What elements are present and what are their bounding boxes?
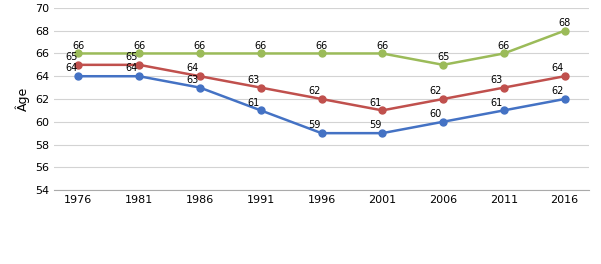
Secteur privé [257,86,264,89]
Secteur privé [318,97,325,101]
Travailleurs autonomes [257,52,264,55]
Line: Travailleurs autonomes: Travailleurs autonomes [75,27,568,68]
Text: 63: 63 [490,75,502,85]
Text: 63: 63 [248,75,260,85]
Text: 65: 65 [126,52,138,62]
Travailleurs autonomes [318,52,325,55]
Text: 60: 60 [430,109,442,119]
Line: Secteur public: Secteur public [75,73,568,137]
Text: 64: 64 [65,63,78,73]
Y-axis label: Âge: Âge [15,87,29,111]
Text: 62: 62 [430,86,442,96]
Text: 65: 65 [437,52,450,62]
Text: 66: 66 [316,41,328,51]
Text: 61: 61 [369,97,381,107]
Text: 66: 66 [72,41,85,51]
Text: 66: 66 [376,41,388,51]
Secteur privé [197,75,204,78]
Secteur privé [439,97,447,101]
Secteur public [197,86,204,89]
Line: Secteur privé: Secteur privé [75,61,568,114]
Travailleurs autonomes [439,63,447,67]
Secteur privé [75,63,82,67]
Text: 64: 64 [126,63,138,73]
Secteur public [257,109,264,112]
Text: 59: 59 [369,120,381,130]
Travailleurs autonomes [561,29,569,32]
Travailleurs autonomes [197,52,204,55]
Text: 66: 66 [255,41,267,51]
Text: 61: 61 [490,97,502,107]
Secteur public [500,109,507,112]
Text: 63: 63 [186,75,199,85]
Secteur public [75,75,82,78]
Text: 66: 66 [194,41,206,51]
Secteur public [379,131,386,135]
Secteur public [136,75,143,78]
Travailleurs autonomes [75,52,82,55]
Secteur privé [561,75,569,78]
Text: 64: 64 [551,63,564,73]
Secteur public [561,97,569,101]
Travailleurs autonomes [136,52,143,55]
Travailleurs autonomes [379,52,386,55]
Travailleurs autonomes [500,52,507,55]
Text: 64: 64 [186,63,199,73]
Secteur privé [136,63,143,67]
Text: 68: 68 [558,18,571,28]
Secteur public [439,120,447,123]
Text: 62: 62 [308,86,320,96]
Secteur privé [379,109,386,112]
Text: 66: 66 [498,41,510,51]
Text: 59: 59 [308,120,320,130]
Text: 65: 65 [65,52,78,62]
Text: 66: 66 [133,41,145,51]
Secteur public [318,131,325,135]
Text: 62: 62 [551,86,564,96]
Secteur privé [500,86,507,89]
Text: 61: 61 [248,97,260,107]
